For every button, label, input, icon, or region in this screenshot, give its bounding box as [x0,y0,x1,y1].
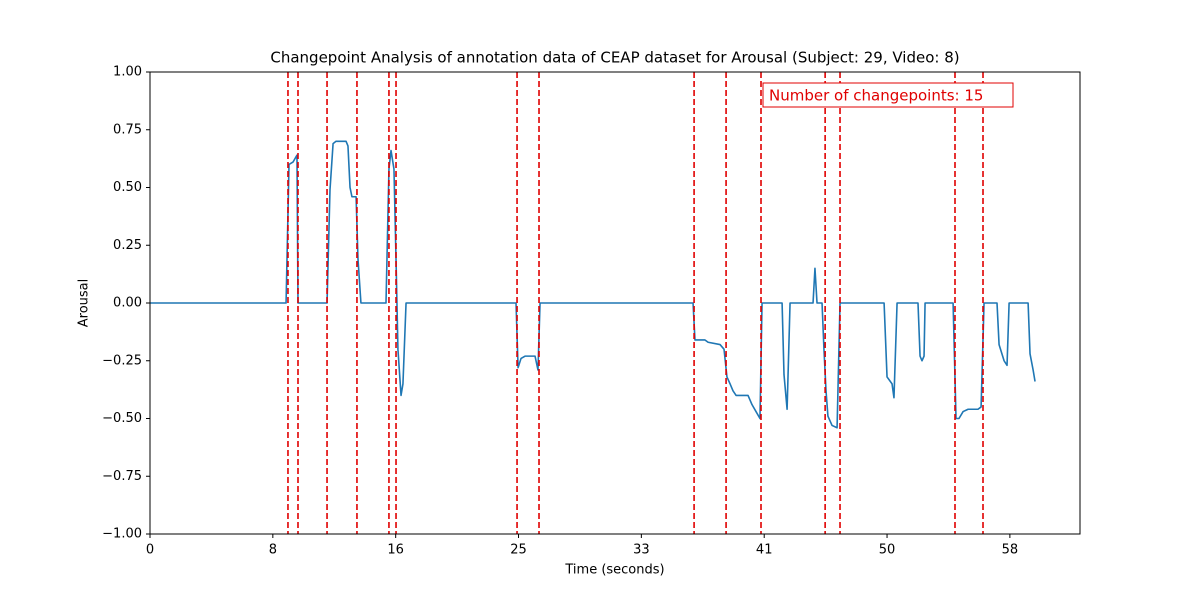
y-tick-label: 0.00 [113,296,142,311]
x-tick-label: 50 [879,543,896,558]
annotation-box [762,82,1014,108]
y-tick-label: 0.50 [113,180,142,195]
x-tick-label: 41 [756,543,773,558]
y-tick-label: −1.00 [102,527,142,542]
y-tick-label: 0.25 [113,238,142,253]
plot-frame [149,71,1081,535]
x-tick-label: 25 [510,543,527,558]
x-tick-label: 16 [387,543,404,558]
y-axis-label: Arousal [77,279,92,328]
x-tick-label: 33 [633,543,650,558]
annotation: Number of changepoints: 15 [769,87,983,105]
x-tick-label: 0 [146,543,154,558]
x-tick-label: 58 [1002,543,1019,558]
x-axis-label: Time (seconds) [564,563,664,578]
data-line [150,140,1036,429]
y-tick-label: −0.50 [102,411,142,426]
y-tick-label: 0.75 [113,122,142,137]
y-tick-label: −0.25 [102,353,142,368]
y-tick-label: −0.75 [102,469,142,484]
chart-title: Changepoint Analysis of annotation data … [270,49,959,67]
x-tick-label: 8 [269,543,277,558]
y-tick-label: 1.00 [113,65,142,80]
